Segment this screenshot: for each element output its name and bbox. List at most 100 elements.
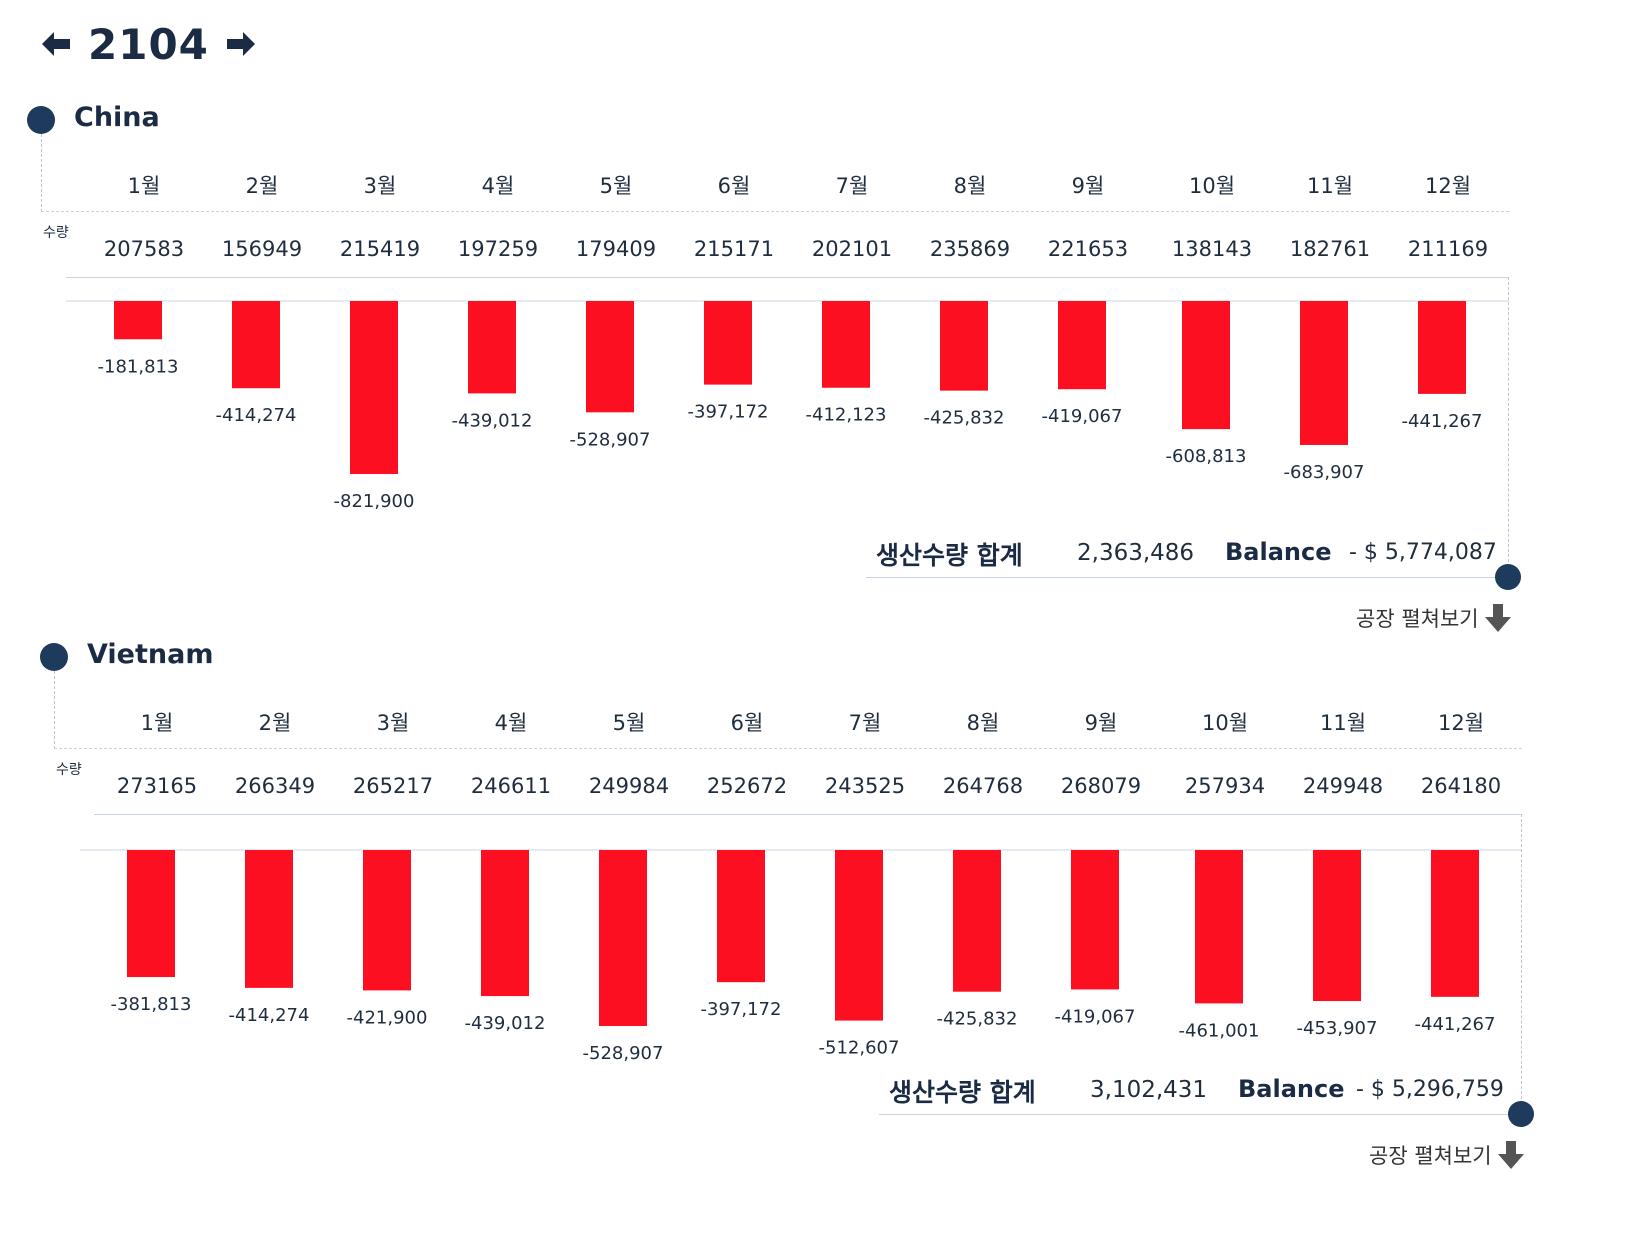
balance-title: Balance [1238,1075,1345,1103]
production-sum-value: 3,102,431 [1090,1077,1208,1103]
arrow-down-icon [1484,604,1511,632]
bar-12월 [1418,301,1466,394]
bar-5월 [586,301,634,413]
bar-value-label: -528,907 [583,1043,664,1064]
qty-value: 156949 [221,237,303,261]
qty-value: 249948 [1302,774,1384,798]
qty-value: 265217 [352,774,434,798]
bar-value-label: -419,067 [1055,1006,1136,1027]
month-label: 10월 [1188,174,1236,198]
vietnam-bar-chart: -381,813 -414,274 -421,900 -439,012 -528,907… [80,849,1522,1064]
bar-value-label: -608,813 [1166,446,1247,467]
bar-5월 [599,850,647,1026]
qty-value: 246611 [470,774,552,798]
month-label: 12월 [1437,711,1485,735]
month-label: 9월 [1071,174,1105,198]
month-label: 4월 [481,174,515,198]
month-label: 12월 [1424,174,1472,198]
month-label: 8월 [953,174,987,198]
month-label: 1월 [127,174,161,198]
bar-value-label: -421,900 [347,1007,428,1028]
month-header-divider [41,211,1509,212]
bar-10월 [1182,301,1230,430]
bar-6월 [717,850,765,983]
qty-value: 264180 [1420,774,1502,798]
qty-value: 243525 [824,774,906,798]
expand-factories-button[interactable]: 공장 펼쳐보기 [1369,1140,1524,1170]
balance-value: - $ 5,296,759 [1356,1077,1504,1102]
qty-value: 179409 [575,237,657,261]
qty-value: 266349 [234,774,316,798]
production-sum-value: 2,363,486 [1077,540,1195,566]
bar-value-label: -528,907 [570,429,651,450]
qty-value: 215171 [693,237,775,261]
month-label: 7월 [848,711,882,735]
qty-row-divider [94,814,1522,815]
expand-label: 공장 펼쳐보기 [1369,1144,1492,1168]
section-end-dot [1508,1101,1534,1127]
qty-value: 264768 [942,774,1024,798]
qty-value: 268079 [1060,774,1142,798]
qty-value: 211169 [1407,237,1489,261]
month-label: 3월 [363,174,397,198]
month-label: 6월 [730,711,764,735]
next-arrow-icon[interactable] [225,28,257,60]
qty-value: 249984 [588,774,670,798]
bar-value-label: -512,607 [819,1038,900,1059]
bar-1월 [127,850,175,978]
bar-value-label: -412,123 [806,405,887,426]
qty-value: 197259 [457,237,539,261]
country-title: China [74,102,160,133]
year-title: 2104 [88,19,209,69]
month-label: 9월 [1084,711,1118,735]
qty-label: 수량 [43,225,69,241]
bar-value-label: -419,067 [1042,406,1123,427]
month-label: 2월 [245,174,279,198]
month-label: 10월 [1201,711,1249,735]
qty-value: 182761 [1289,237,1371,261]
bar-value-label: -425,832 [924,408,1005,429]
qty-label: 수량 [56,762,82,778]
country-title: Vietnam [87,639,214,670]
bar-11월 [1313,850,1361,1002]
bar-3월 [350,301,398,474]
bar-9월 [1058,301,1106,390]
bar-value-label: -683,907 [1284,462,1365,483]
china-bar-chart: -181,813 -414,274 -821,900 -439,012 -528,907… [66,300,1509,512]
vietnam-section: Vietnam 수량 1월 2월 3월 4월 5월 6월 7월 8월 9월 10월 11월 12월 2… [0,537,1626,1240]
arrow-down-icon [1497,1141,1524,1169]
qty-value: 257934 [1184,774,1266,798]
month-label: 4월 [494,711,528,735]
balance-title: Balance [1225,538,1332,566]
china-section: China 수량 1월 2월 3월 4월 5월 6월 7월 8월 9월 10월 11월 12월 207… [27,102,1521,633]
bar-7월 [835,850,883,1021]
month-label: 11월 [1319,711,1367,735]
bar-11월 [1300,301,1348,445]
qty-row-divider [66,277,1509,278]
bar-value-label: -414,274 [229,1005,310,1026]
balance-value: - $ 5,774,087 [1349,540,1497,565]
bar-12월 [1431,850,1479,997]
month-label: 2월 [258,711,292,735]
qty-value: 273165 [116,774,198,798]
bar-7월 [822,301,870,388]
year-navigator: 2104 [40,14,257,74]
bar-value-label: -397,172 [688,402,769,423]
bar-value-label: -453,907 [1297,1018,1378,1039]
bar-2월 [232,301,280,389]
bar-value-label: -821,900 [334,491,415,512]
prev-arrow-icon[interactable] [40,28,72,60]
month-label: 11월 [1306,174,1354,198]
month-label: 7월 [835,174,869,198]
bar-value-label: -425,832 [937,1009,1018,1030]
month-label: 1월 [140,711,174,735]
right-guide-line [1521,814,1522,1104]
bar-8월 [940,301,988,391]
section-end-dot [1495,564,1521,590]
section-dot [27,106,55,134]
bar-value-label: -414,274 [216,405,297,426]
expand-factories-button[interactable]: 공장 펼쳐보기 [1356,603,1511,633]
bar-value-label: -439,012 [452,410,533,431]
bar-value-label: -397,172 [701,999,782,1020]
qty-value: 207583 [103,237,185,261]
